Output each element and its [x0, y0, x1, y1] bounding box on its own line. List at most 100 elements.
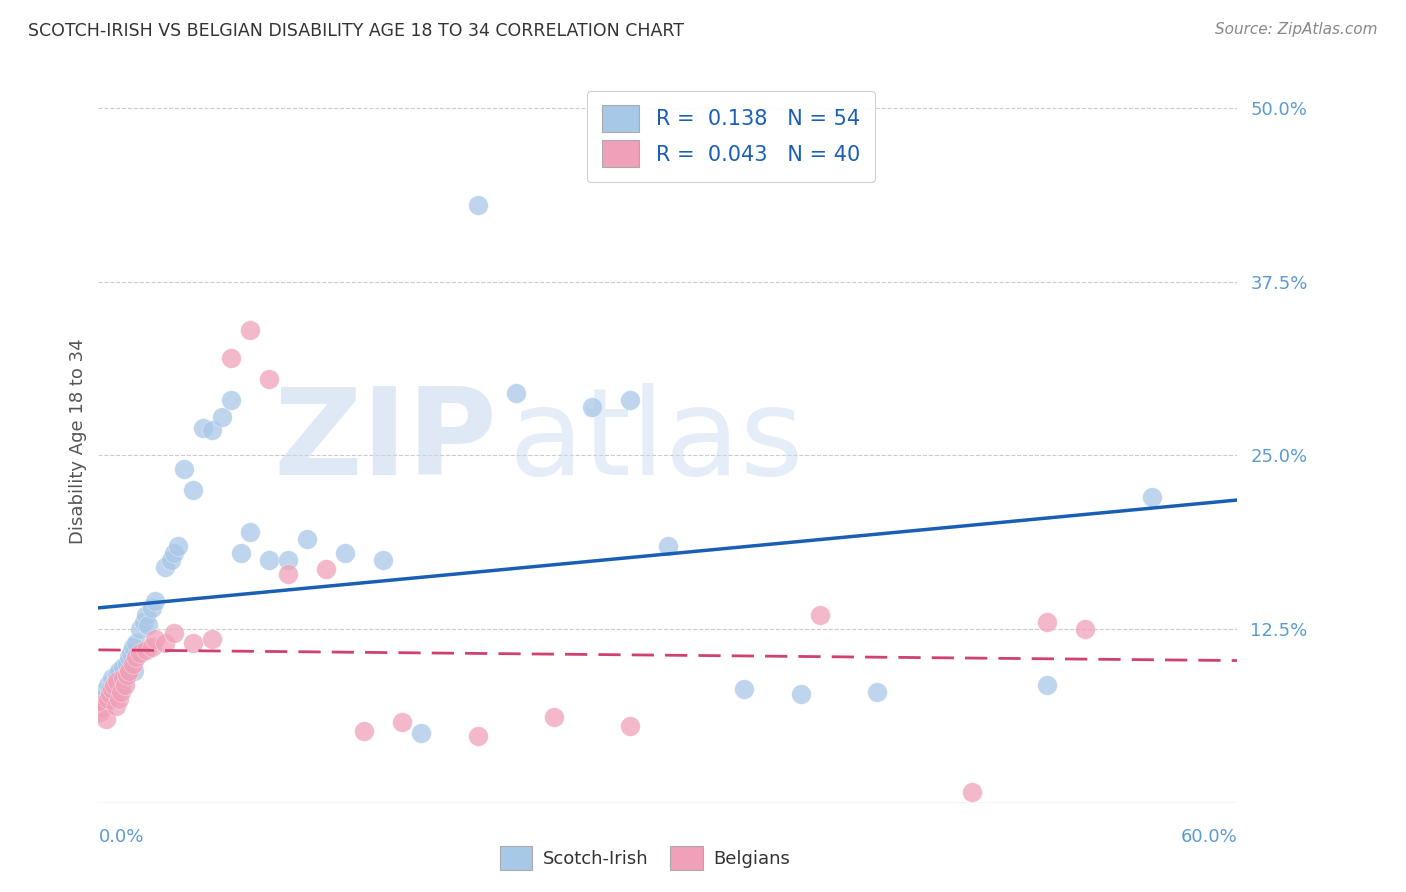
Point	[163, 626, 186, 640]
Point	[543, 709, 565, 723]
Point	[136, 618, 159, 632]
Point	[153, 636, 176, 650]
Point	[132, 615, 155, 630]
Point	[657, 539, 679, 553]
Point	[353, 723, 375, 738]
Point	[108, 691, 131, 706]
Point	[104, 673, 127, 688]
Point	[115, 657, 138, 671]
Point	[808, 608, 831, 623]
Point	[183, 636, 205, 650]
Point	[91, 691, 114, 706]
Point	[135, 608, 157, 623]
Point	[277, 552, 299, 566]
Point	[129, 622, 152, 636]
Point	[163, 546, 186, 560]
Point	[93, 696, 115, 710]
Point	[97, 678, 120, 692]
Point	[581, 400, 603, 414]
Point	[183, 483, 205, 498]
Point	[221, 392, 243, 407]
Point	[107, 668, 129, 682]
Text: 0.0%: 0.0%	[98, 828, 143, 846]
Point	[960, 785, 983, 799]
Point	[211, 409, 233, 424]
Point	[98, 687, 121, 701]
Point	[201, 424, 224, 438]
Point	[1036, 678, 1059, 692]
Point	[619, 392, 641, 407]
Point	[108, 664, 131, 678]
Point	[89, 706, 111, 720]
Point	[121, 657, 143, 671]
Point	[114, 671, 136, 685]
Point	[467, 198, 489, 212]
Y-axis label: Disability Age 18 to 34: Disability Age 18 to 34	[69, 339, 87, 544]
Point	[94, 696, 117, 710]
Point	[89, 698, 111, 713]
Text: atlas: atlas	[509, 383, 804, 500]
Point	[733, 681, 755, 696]
Point	[1036, 615, 1059, 630]
Point	[153, 559, 176, 574]
Point	[167, 539, 190, 553]
Point	[125, 649, 148, 664]
Point	[229, 546, 252, 560]
Point	[112, 659, 135, 673]
Point	[221, 351, 243, 366]
Point	[866, 684, 889, 698]
Point	[159, 552, 181, 566]
Point	[191, 420, 214, 434]
Point	[103, 678, 125, 692]
Point	[201, 632, 224, 646]
Point	[118, 649, 141, 664]
Point	[135, 643, 157, 657]
Point	[297, 532, 319, 546]
Point	[94, 713, 117, 727]
Point	[790, 687, 813, 701]
Text: 60.0%: 60.0%	[1181, 828, 1237, 846]
Point	[173, 462, 195, 476]
Point	[110, 684, 132, 698]
Point	[371, 552, 394, 566]
Point	[120, 646, 142, 660]
Legend: Scotch-Irish, Belgians: Scotch-Irish, Belgians	[492, 839, 797, 877]
Point	[145, 632, 167, 646]
Point	[141, 640, 163, 655]
Point	[239, 524, 262, 539]
Point	[335, 546, 357, 560]
Text: ZIP: ZIP	[273, 383, 498, 500]
Point	[619, 719, 641, 733]
Point	[259, 552, 281, 566]
Text: SCOTCH-IRISH VS BELGIAN DISABILITY AGE 18 TO 34 CORRELATION CHART: SCOTCH-IRISH VS BELGIAN DISABILITY AGE 1…	[28, 22, 685, 40]
Point	[100, 681, 122, 696]
Point	[145, 594, 167, 608]
Point	[118, 664, 141, 678]
Point	[112, 671, 135, 685]
Point	[115, 668, 138, 682]
Point	[110, 678, 132, 692]
Point	[1140, 490, 1163, 504]
Point	[259, 372, 281, 386]
Point	[239, 323, 262, 337]
Point	[114, 678, 136, 692]
Point	[91, 701, 114, 715]
Point	[315, 562, 337, 576]
Point	[93, 684, 115, 698]
Point	[391, 715, 413, 730]
Point	[125, 636, 148, 650]
Point	[277, 566, 299, 581]
Point	[107, 673, 129, 688]
Point	[505, 385, 527, 400]
Point	[97, 691, 120, 706]
Point	[411, 726, 433, 740]
Point	[129, 646, 152, 660]
Point	[141, 601, 163, 615]
Point	[124, 664, 146, 678]
Point	[121, 640, 143, 655]
Point	[98, 681, 121, 696]
Point	[100, 671, 122, 685]
Point	[1074, 622, 1097, 636]
Text: Source: ZipAtlas.com: Source: ZipAtlas.com	[1215, 22, 1378, 37]
Point	[467, 729, 489, 743]
